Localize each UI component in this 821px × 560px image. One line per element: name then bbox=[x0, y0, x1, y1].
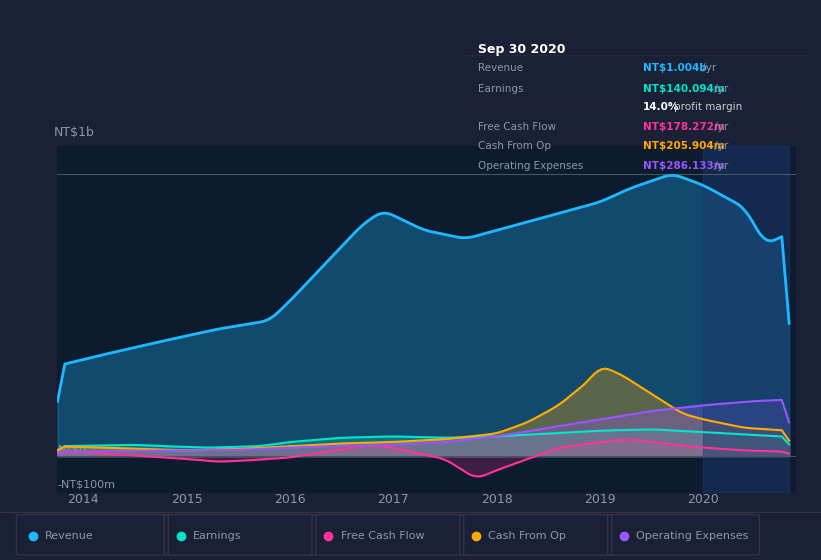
Text: NT$140.094m: NT$140.094m bbox=[643, 83, 725, 94]
Text: Revenue: Revenue bbox=[45, 531, 94, 542]
Text: profit margin: profit margin bbox=[674, 102, 742, 112]
Text: 2018: 2018 bbox=[481, 493, 512, 506]
Text: /yr: /yr bbox=[712, 122, 729, 132]
Text: 2017: 2017 bbox=[378, 493, 409, 506]
Text: -NT$100m: -NT$100m bbox=[57, 479, 116, 489]
Text: NT$286.133m: NT$286.133m bbox=[643, 161, 725, 171]
Text: Earnings: Earnings bbox=[478, 83, 523, 94]
Text: Cash From Op: Cash From Op bbox=[478, 141, 551, 151]
Text: NT$1.004b: NT$1.004b bbox=[643, 63, 707, 73]
Text: Revenue: Revenue bbox=[478, 63, 523, 73]
Text: NT$0: NT$0 bbox=[57, 445, 86, 454]
Text: Sep 30 2020: Sep 30 2020 bbox=[478, 43, 565, 57]
Text: Earnings: Earnings bbox=[193, 531, 241, 542]
Text: NT$205.904m: NT$205.904m bbox=[643, 141, 725, 151]
Text: NT$178.272m: NT$178.272m bbox=[643, 122, 725, 132]
Text: /yr: /yr bbox=[712, 141, 729, 151]
Bar bbox=[704, 146, 789, 493]
Text: Cash From Op: Cash From Op bbox=[488, 531, 566, 542]
Text: /yr: /yr bbox=[699, 63, 716, 73]
Text: /yr: /yr bbox=[712, 161, 729, 171]
Text: /yr: /yr bbox=[712, 83, 729, 94]
Text: Operating Expenses: Operating Expenses bbox=[636, 531, 749, 542]
Text: 2020: 2020 bbox=[687, 493, 719, 506]
Text: NT$1b: NT$1b bbox=[54, 125, 94, 139]
Text: 2015: 2015 bbox=[171, 493, 203, 506]
Text: 14.0%: 14.0% bbox=[643, 102, 680, 112]
Text: 2019: 2019 bbox=[585, 493, 616, 506]
Text: Free Cash Flow: Free Cash Flow bbox=[478, 122, 556, 132]
Text: Free Cash Flow: Free Cash Flow bbox=[341, 531, 424, 542]
Text: Operating Expenses: Operating Expenses bbox=[478, 161, 583, 171]
Text: 2016: 2016 bbox=[274, 493, 305, 506]
Text: 2014: 2014 bbox=[67, 493, 99, 506]
